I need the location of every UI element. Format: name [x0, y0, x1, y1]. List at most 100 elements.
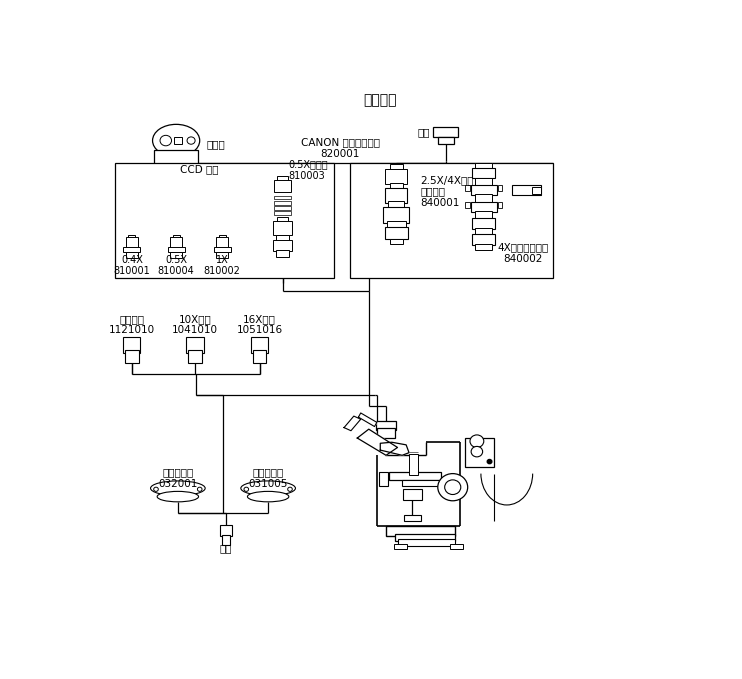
Bar — [470, 185, 497, 196]
Ellipse shape — [241, 481, 295, 496]
Bar — [470, 202, 497, 213]
Bar — [278, 176, 288, 181]
Polygon shape — [344, 416, 361, 430]
Bar — [387, 221, 406, 229]
Bar — [464, 439, 493, 467]
Bar — [252, 350, 266, 363]
Bar — [251, 337, 268, 353]
Bar — [188, 350, 202, 363]
Bar — [394, 544, 407, 549]
Bar — [123, 337, 140, 353]
Text: 10X目镜
1041010: 10X目镜 1041010 — [172, 314, 218, 335]
Circle shape — [438, 474, 467, 501]
Bar — [532, 187, 542, 194]
Polygon shape — [358, 413, 377, 426]
Bar — [438, 137, 454, 144]
Bar — [154, 151, 198, 164]
Bar — [475, 178, 493, 186]
Circle shape — [444, 480, 461, 494]
Text: CANON 数码相机接头
820001: CANON 数码相机接头 820001 — [301, 138, 379, 159]
Bar — [378, 428, 395, 437]
Bar — [385, 169, 407, 185]
Bar — [214, 247, 231, 253]
Bar — [385, 187, 407, 203]
Text: 0.5X
810004: 0.5X 810004 — [158, 255, 194, 276]
Circle shape — [197, 488, 202, 492]
Bar — [125, 237, 138, 249]
Ellipse shape — [151, 481, 206, 496]
Bar — [389, 473, 441, 480]
Bar — [404, 515, 421, 521]
Bar — [475, 162, 493, 168]
Text: 0.5X带分划
810003: 0.5X带分划 810003 — [289, 160, 328, 181]
Text: 1X
810002: 1X 810002 — [204, 255, 240, 276]
Bar — [275, 181, 291, 191]
Bar — [473, 219, 496, 229]
Bar — [273, 240, 292, 251]
Bar — [186, 337, 204, 353]
Text: 四孔转换器
031005: 四孔转换器 031005 — [249, 467, 288, 489]
Bar — [390, 164, 403, 171]
Bar — [473, 168, 496, 178]
Bar — [350, 162, 553, 278]
Bar — [375, 421, 396, 430]
Text: 2.5X/4X变倍
摄影装置
840001: 2.5X/4X变倍 摄影装置 840001 — [421, 175, 474, 208]
Bar — [475, 194, 493, 203]
Bar — [220, 525, 232, 536]
Bar — [384, 207, 410, 223]
Bar — [170, 237, 183, 249]
Bar — [398, 540, 455, 546]
Bar — [409, 454, 418, 475]
Circle shape — [288, 488, 292, 492]
Bar — [473, 234, 496, 244]
Bar — [475, 228, 493, 236]
Bar — [275, 211, 291, 215]
Bar — [450, 544, 463, 549]
Bar — [216, 253, 229, 257]
Circle shape — [160, 135, 171, 146]
Bar — [498, 202, 502, 208]
Bar — [273, 221, 292, 235]
Circle shape — [470, 435, 484, 447]
Bar — [402, 480, 441, 486]
Ellipse shape — [157, 492, 199, 502]
Bar — [395, 534, 455, 540]
Text: 物镜: 物镜 — [220, 543, 232, 553]
Polygon shape — [381, 442, 409, 456]
Bar — [123, 247, 140, 253]
Text: 卡环: 卡环 — [417, 127, 430, 137]
Circle shape — [154, 488, 158, 492]
Bar — [433, 127, 459, 137]
Bar — [385, 227, 408, 239]
Bar — [388, 202, 404, 209]
Ellipse shape — [247, 492, 289, 502]
Bar — [275, 196, 291, 200]
Bar — [390, 183, 403, 189]
Bar — [216, 237, 229, 249]
Text: 分划目镜
1121010: 分划目镜 1121010 — [109, 314, 155, 335]
Bar — [219, 235, 226, 238]
Bar — [275, 201, 291, 204]
Bar — [114, 162, 335, 278]
Bar — [475, 244, 493, 251]
Bar — [125, 350, 139, 363]
Bar — [125, 253, 138, 257]
Bar — [386, 526, 455, 536]
Bar — [465, 202, 470, 208]
Circle shape — [187, 137, 195, 144]
Bar — [498, 185, 502, 191]
Text: 摄像仪: 摄像仪 — [206, 139, 225, 149]
Bar — [465, 185, 470, 191]
Text: CCD 接头: CCD 接头 — [180, 164, 218, 175]
Circle shape — [487, 460, 492, 464]
Bar — [390, 239, 403, 244]
Bar — [475, 211, 493, 219]
Bar — [174, 137, 183, 144]
Text: 系统图解: 系统图解 — [364, 93, 397, 107]
Bar — [128, 235, 135, 238]
Bar — [275, 206, 291, 210]
Bar — [403, 489, 422, 500]
Bar — [278, 217, 288, 222]
Bar — [173, 235, 180, 238]
Circle shape — [471, 446, 482, 457]
